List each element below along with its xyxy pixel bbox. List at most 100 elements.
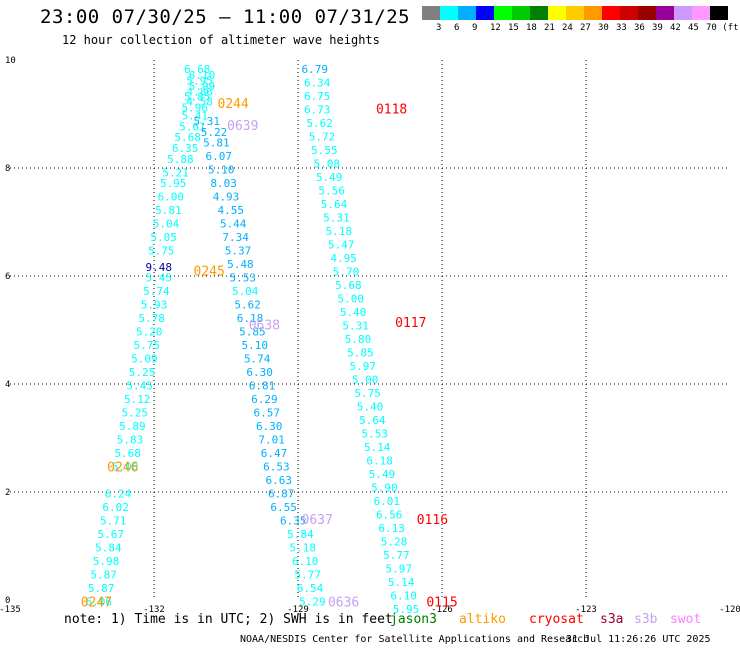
data-point-label: 5.72 (309, 131, 336, 144)
colorbar-label: 30 (598, 23, 609, 33)
data-point-label: 5.04 (232, 285, 259, 298)
pass-time-label: 0247 (81, 596, 112, 611)
data-point-label: 5.10 (242, 339, 269, 352)
colorbar-label: 15 (508, 23, 519, 33)
x-tick-label: -132 (143, 605, 165, 615)
colorbar-swatch (584, 6, 602, 20)
colorbar-swatch (440, 6, 458, 20)
data-point-label: 5.84 (95, 542, 122, 555)
data-point-label: 6.73 (304, 104, 331, 117)
colorbar-swatch (422, 6, 440, 20)
data-point-label: 5.71 (100, 515, 127, 528)
data-point-label: 5.04 (153, 218, 180, 231)
data-point-label: 5.53 (362, 428, 389, 441)
data-point-label: 6.02 (102, 501, 129, 514)
data-point-label: 6.75 (304, 90, 331, 103)
data-point-label: 6.56 (376, 509, 403, 522)
data-point-label: 6.18 (366, 455, 393, 468)
colorbar-label: 24 (562, 23, 573, 33)
colorbar-swatch (494, 6, 512, 20)
data-point-label: 5.95 (186, 75, 213, 88)
colorbar-label: 70 (ft) (706, 23, 740, 33)
colorbar-swatch (566, 6, 584, 20)
data-point-label: 5.00 (352, 374, 379, 387)
data-point-label: 5.22 (201, 126, 228, 139)
satellite-legend-item: swot (670, 612, 702, 627)
y-tick-label: 8 (5, 164, 10, 174)
colorbar-label: 39 (652, 23, 663, 33)
pass-time-label: 0244 (218, 97, 249, 112)
data-point-label: 6.68 (184, 63, 211, 76)
data-point-label: 5.77 (294, 569, 321, 582)
y-tick-label: 0 (5, 596, 10, 606)
data-point-label: 5.40 (340, 306, 367, 319)
data-point-label: 5.96 (182, 102, 209, 115)
data-point-label: 5.09 (131, 353, 158, 366)
data-point-label: 6.87 (268, 488, 295, 501)
data-point-label: 7.01 (258, 434, 285, 447)
data-point-label: 5.14 (388, 576, 415, 589)
data-point-label: 6.54 (297, 582, 324, 595)
data-point-label: 5.45 (146, 272, 173, 285)
data-point-label: 6.30 (256, 420, 283, 433)
data-point-label: 6.55 (270, 501, 297, 514)
colorbar-swatch (692, 6, 710, 20)
data-point-label: 5.18 (326, 225, 353, 238)
colorbar-label: 45 (688, 23, 699, 33)
data-point-label: 5.64 (321, 198, 348, 211)
data-point-label: 5.78 (138, 312, 165, 325)
colorbar-label: 12 (490, 23, 501, 33)
data-point-label: 5.64 (359, 414, 386, 427)
data-point-label: 5.31 (323, 212, 350, 225)
data-point-label: 5.25 (129, 366, 156, 379)
x-tick-label: -123 (575, 605, 597, 615)
data-point-label: 5.55 (311, 144, 338, 157)
data-point-label: 6.34 (304, 77, 331, 90)
footer-credit: NOAA/NESDIS Center for Satellite Applica… (240, 634, 590, 645)
data-point-label: 5.85 (347, 347, 374, 360)
data-point-label: 5.53 (230, 272, 257, 285)
data-point-label: 6.57 (254, 407, 281, 420)
data-point-label: 4.58 (186, 96, 213, 109)
data-point-label: 5.74 (143, 285, 170, 298)
footer-timestamp: 31 Jul 11:26:26 UTC 2025 (566, 634, 711, 645)
satellite-legend-item: altiko (459, 612, 506, 627)
data-point-label: 5.05 (150, 231, 177, 244)
data-point-label: 6.30 (246, 366, 273, 379)
data-point-label: 5.97 (386, 563, 413, 576)
pass-time-label: 0118 (376, 103, 407, 118)
data-point-label: 5.14 (364, 441, 391, 454)
x-tick-label: -135 (0, 605, 21, 615)
x-tick-label: -126 (431, 605, 453, 615)
data-point-label: 6.10 (189, 69, 216, 82)
data-point-label: 5.31 (342, 320, 369, 333)
data-point-label: 5.83 (117, 434, 144, 447)
data-point-label: 5.00 (112, 461, 139, 474)
data-point-label: 5.56 (318, 185, 345, 198)
colorbar-swatch (710, 6, 728, 20)
colorbar-label: 33 (616, 23, 627, 33)
colorbar-label: 3 (436, 23, 442, 33)
pass-time-label: 0639 (227, 119, 258, 134)
data-point-label: 5.75 (354, 387, 381, 400)
pass-time-label: 0638 (249, 319, 280, 334)
colorbar-label: 6 (454, 23, 460, 33)
pass-time-label: 0636 (328, 596, 359, 611)
colorbar-swatch (548, 6, 566, 20)
data-point-label: 5.44 (220, 218, 247, 231)
data-point-label: 5.75 (148, 245, 175, 258)
y-tick-label: 10 (5, 56, 16, 66)
data-point-label: 6.63 (266, 474, 293, 487)
data-point-label: 6.53 (263, 461, 290, 474)
data-point-label: 5.95 (393, 603, 420, 616)
x-tick-label: -129 (287, 605, 309, 615)
data-point-label: 5.80 (345, 333, 372, 346)
data-point-label: 5.87 (90, 569, 117, 582)
data-point-label: 5.62 (234, 299, 261, 312)
data-point-label: 6.81 (249, 380, 276, 393)
data-point-label: 6.29 (251, 393, 278, 406)
colorbar-swatch (530, 6, 548, 20)
colorbar-label: 9 (472, 23, 478, 33)
data-point-label: 6.79 (302, 63, 329, 76)
